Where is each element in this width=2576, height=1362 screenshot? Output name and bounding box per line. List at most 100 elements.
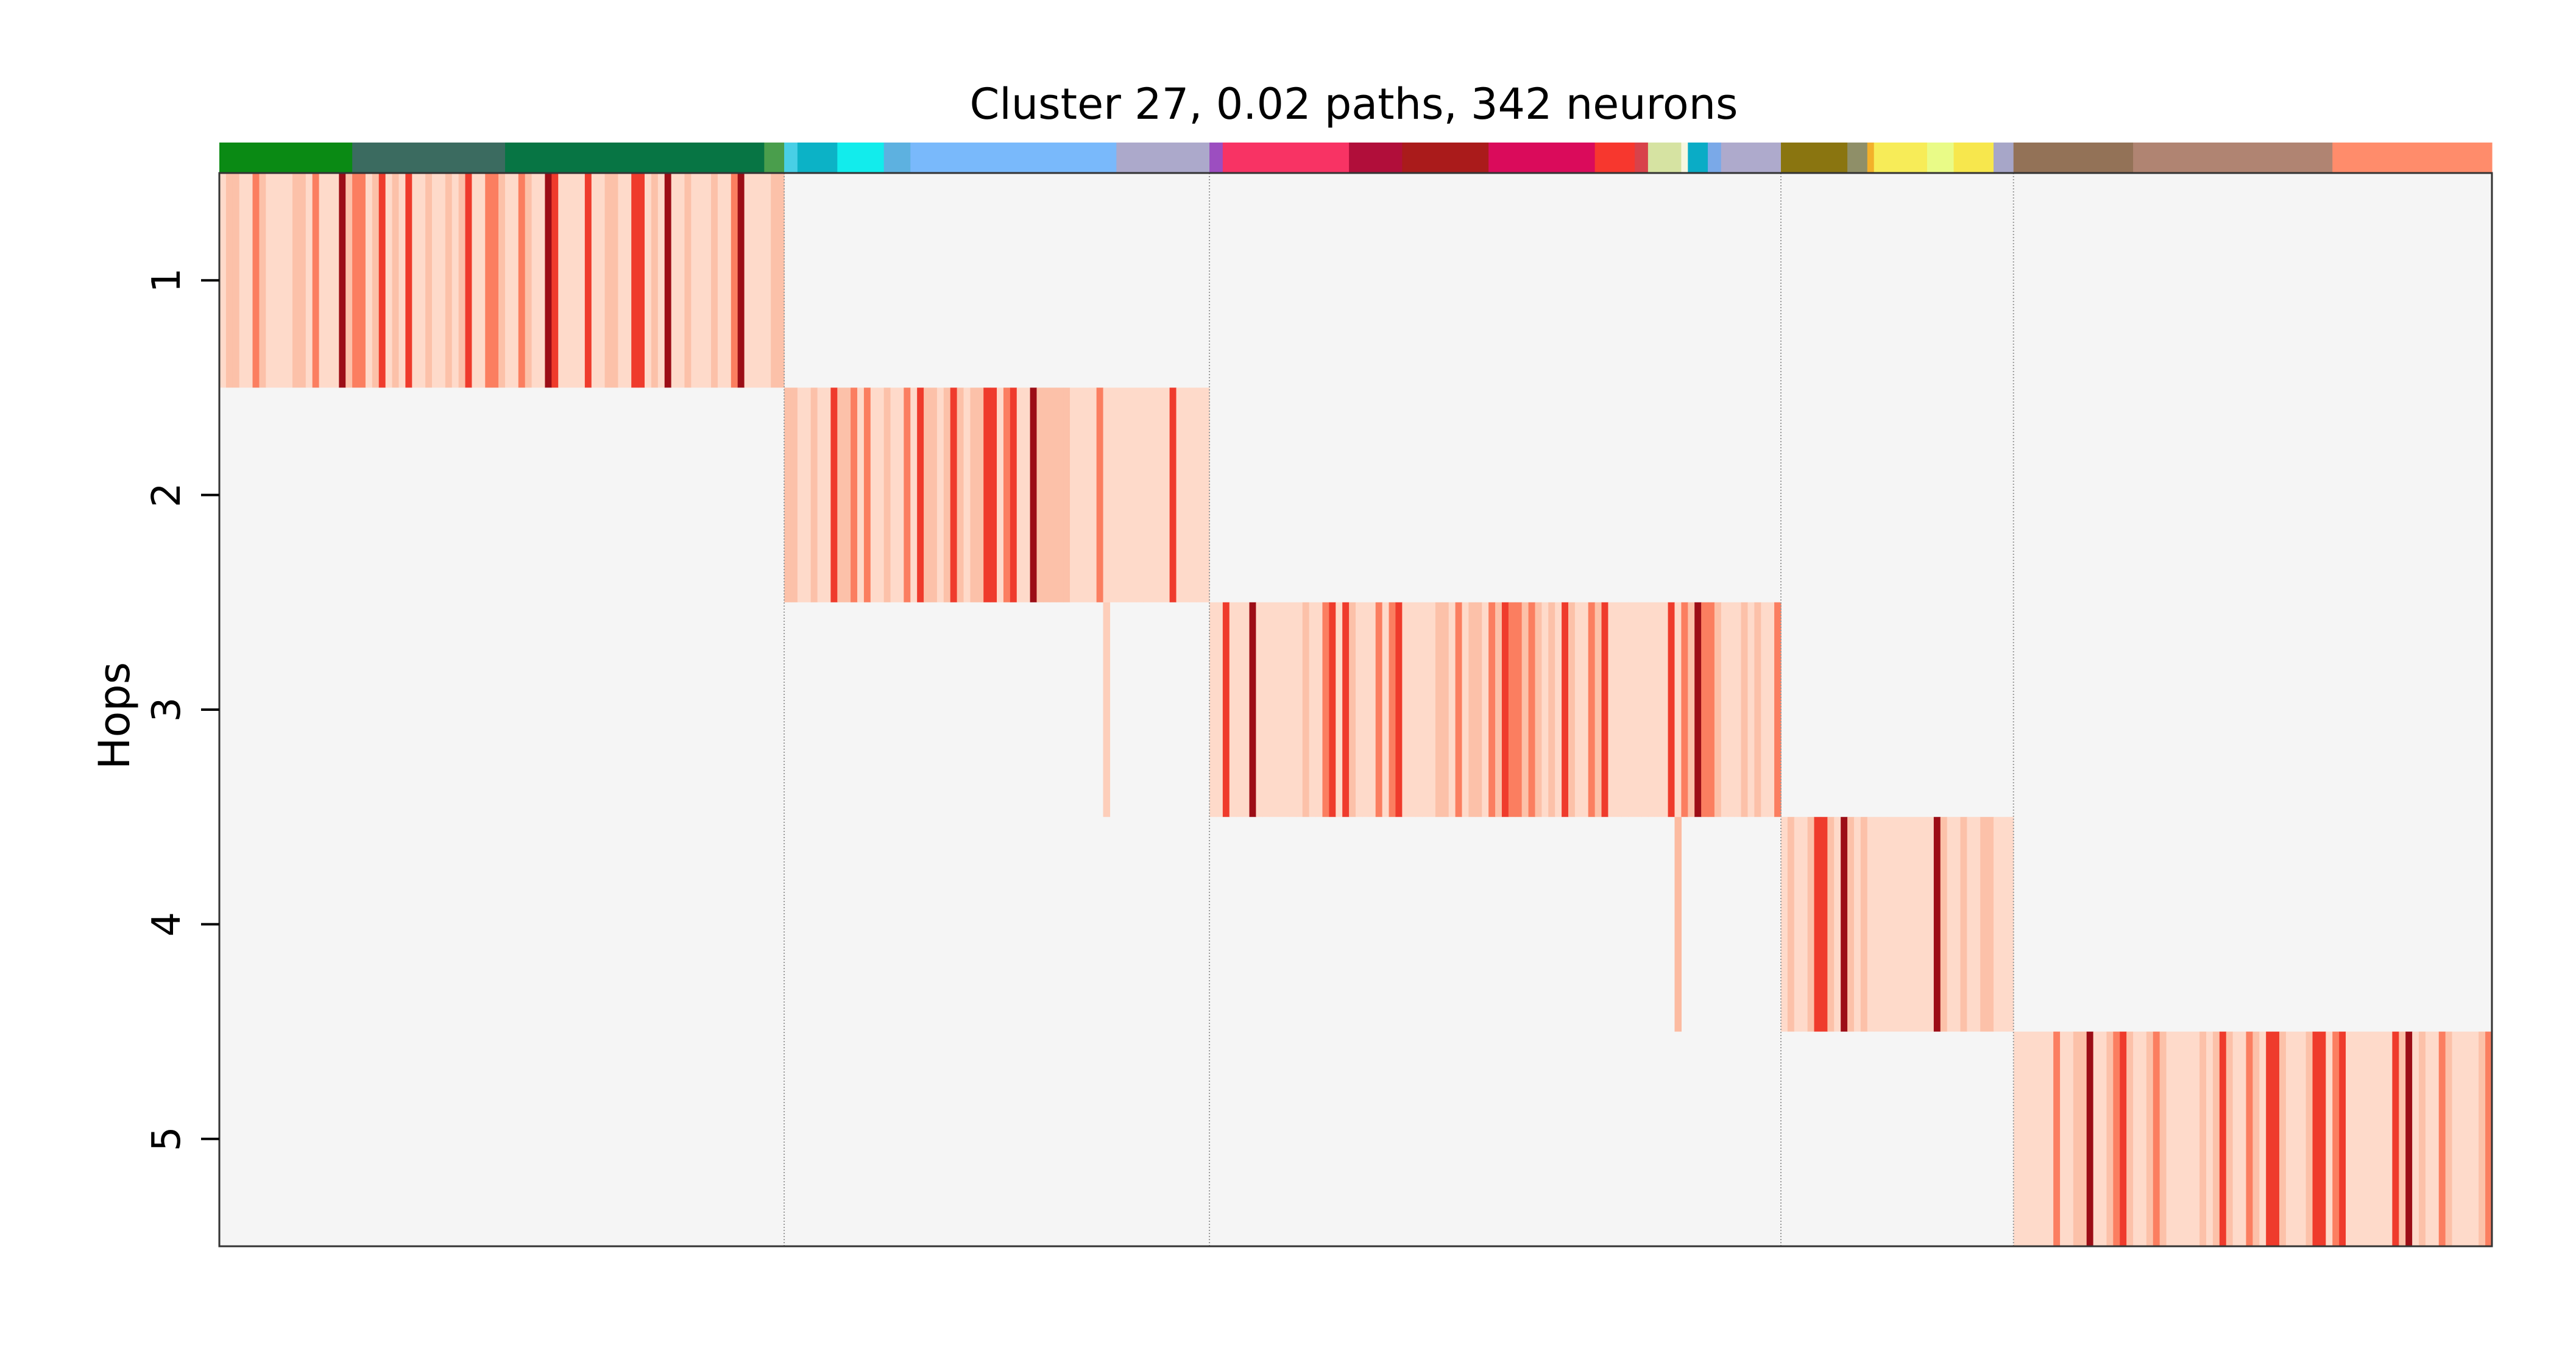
heatmap-cell [385,173,393,388]
heatmap-cell [1860,817,1868,1032]
heatmap-cell [657,173,665,388]
heatmap-cell [1070,387,1077,602]
color-bar-segment [1847,143,1868,173]
heatmap-cell [1215,602,1223,817]
y-axis-label: Hops [90,662,140,769]
heatmap-cell [1594,602,1602,817]
heatmap-cell [824,387,831,602]
heatmap-cell [518,173,526,388]
heatmap-cell [219,173,227,388]
color-bar-segment [2133,143,2333,173]
heatmap-cell [565,173,572,388]
heatmap-cell [545,173,552,388]
heatmap-cell [1242,602,1250,817]
heatmap-cell [378,173,386,388]
heatmap-cell [305,173,313,388]
heatmap-cell [1030,387,1038,602]
heatmap-cell [957,387,964,602]
color-bar-segment [1867,143,1875,173]
heatmap-cell [1222,602,1230,817]
heatmap-cell [1635,602,1642,817]
heatmap-cell [2219,1031,2227,1246]
heatmap-cell [2465,1031,2472,1246]
heatmap-cell [963,387,971,602]
heatmap-cell [671,173,679,388]
heatmap-cell [1442,602,1449,817]
heatmap-cell [2458,1031,2466,1246]
heatmap-cell [392,173,400,388]
heatmap-cell [578,173,586,388]
heatmap-cell [1023,387,1031,602]
heatmap-cell [797,387,805,602]
heatmap-cell [2013,1031,2021,1246]
heatmap-cell [651,173,659,388]
heatmap-cell [2146,1031,2154,1246]
heatmap-cell [1714,602,1722,817]
heatmap-cell [917,387,924,602]
heatmap-cell [252,173,260,388]
heatmap-cell [2452,1031,2460,1246]
heatmap-cell [1694,602,1702,817]
heatmap-cell [1096,387,1104,602]
heatmap-cell [990,387,997,602]
heatmap-cell [2193,1031,2200,1246]
heatmap-cell [1508,602,1516,817]
heatmap-cell [830,387,838,602]
heatmap-cell [2392,1031,2399,1246]
heatmap-cell [2113,1031,2120,1246]
heatmap-cell [936,387,944,602]
heatmap-cell [1701,602,1708,817]
heatmap-cell [419,173,426,388]
heatmap-cell [1501,602,1509,817]
heatmap-cell [1933,817,1941,1032]
heatmap-cell [2405,1031,2413,1246]
heatmap-cell [1674,817,1682,1032]
heatmap-cell [246,173,253,388]
heatmap-cell [1302,602,1310,817]
heatmap-cell [1262,602,1270,817]
heatmap-cell [1462,602,1470,817]
heatmap-cell [339,173,346,388]
heatmap-cell [1203,387,1210,602]
heatmap-cell [345,173,353,388]
heatmap-cell [2352,1031,2360,1246]
heatmap-cell [1601,602,1609,817]
heatmap-cell [445,173,453,388]
heatmap-cell [1781,817,1788,1032]
heatmap-cell [910,387,918,602]
heatmap-cell [724,173,732,388]
heatmap-cell [372,173,380,388]
heatmap-cell [1116,387,1123,602]
color-bar-segment [910,143,1117,173]
heatmap-cell [1541,602,1549,817]
color-bar-segment [1708,143,1722,173]
color-bar-segment [1994,143,2014,173]
heatmap-cell [2212,1031,2220,1246]
heatmap-cell [2259,1031,2266,1246]
heatmap-cell [2166,1031,2174,1246]
heatmap-cell [983,387,991,602]
heatmap-cell [1661,602,1669,817]
heatmap-cell [1880,817,1888,1032]
heatmap-cell [604,173,612,388]
heatmap-cell [2139,1031,2147,1246]
heatmap-cell [1761,602,1768,817]
heatmap-cell [2040,1031,2047,1246]
heatmap-cell [2206,1031,2213,1246]
heatmap-cell [1176,387,1184,602]
color-bar-segment [1222,143,1350,173]
heatmap-cell [299,173,306,388]
heatmap-cell [1515,602,1523,817]
heatmap-cell [2346,1031,2353,1246]
heatmap-cell [1103,602,1111,817]
heatmap-cell [1847,817,1855,1032]
heatmap-cell [1568,602,1576,817]
heatmap-cell [1415,602,1423,817]
heatmap-cell [1947,817,1955,1032]
heatmap-cell [352,173,359,388]
heatmap-cell [1063,387,1070,602]
color-bar-segment [797,143,838,173]
heatmap-cell [2432,1031,2440,1246]
heatmap-cell [1708,602,1715,817]
